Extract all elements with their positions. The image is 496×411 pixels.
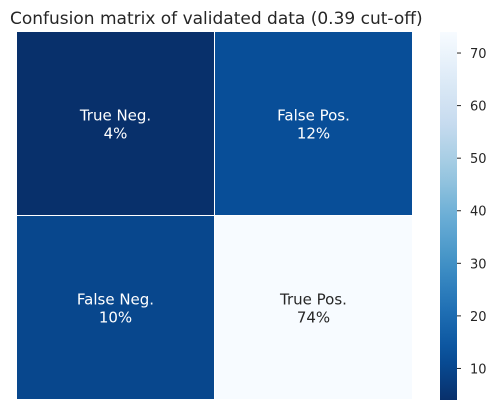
- cell-percent-label: 4%: [104, 125, 128, 143]
- cell-percent-label: 74%: [297, 309, 330, 327]
- cell-percent-label: 12%: [297, 125, 330, 143]
- colorbar-tick-label: 10: [470, 362, 487, 377]
- cell-category-label: False Pos.: [277, 107, 350, 125]
- colorbar-tick-label: 20: [470, 310, 487, 325]
- cell-category-label: False Neg.: [77, 291, 154, 309]
- colorbar: 10 20 30 40 50 60 70: [440, 32, 487, 400]
- colorbar-tick-label: 40: [470, 205, 487, 220]
- colorbar-tick-label: 70: [470, 47, 487, 62]
- colorbar-tick-label: 50: [470, 152, 487, 167]
- cell-category-label: True Neg.: [79, 107, 151, 125]
- heatmap-cell: [215, 32, 412, 215]
- heatmap-cell: [215, 216, 412, 399]
- heatmap-cell: [17, 216, 214, 399]
- cell-percent-label: 10%: [99, 309, 132, 327]
- heatmap-cell: [17, 32, 214, 215]
- chart-title: Confusion matrix of validated data (0.39…: [10, 9, 423, 29]
- colorbar-gradient: [440, 32, 457, 400]
- colorbar-ticks: 10 20 30 40 50 60 70: [457, 47, 487, 377]
- colorbar-tick-label: 60: [470, 100, 487, 115]
- cell-category-label: True Pos.: [279, 291, 347, 309]
- colorbar-tick-label: 30: [470, 257, 487, 272]
- heatmap-cells: True Neg.4% False Pos.12% False Neg.10% Tru…: [17, 32, 412, 399]
